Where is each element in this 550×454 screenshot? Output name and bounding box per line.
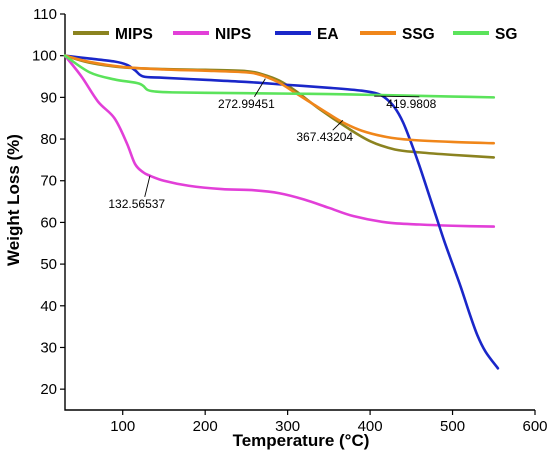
series-line-sg: [63, 54, 496, 99]
y-tick-label: 20: [40, 381, 57, 398]
y-tick-label: 90: [40, 89, 57, 106]
y-axis-ticks: 20 30 40 50 60 70 80 90 100 110: [32, 6, 65, 398]
x-tick-label: 100: [110, 418, 135, 435]
legend-label-mips: MIPS: [115, 26, 153, 43]
annotation-leader: [374, 95, 420, 98]
axis-frame: [64, 14, 535, 411]
annotation-label: 419.9808: [386, 97, 436, 111]
legend: MIPS NIPS EA SSG SG: [73, 26, 517, 43]
x-tick-label: 200: [193, 418, 218, 435]
series-line-ssg: [63, 54, 496, 145]
y-tick-label: 100: [32, 48, 57, 65]
y-tick-label: 70: [40, 173, 57, 190]
x-tick-label: 600: [522, 418, 547, 435]
annotations: 132.56537 272.99451 367.43204 419.9808: [108, 78, 437, 211]
y-tick-label: 60: [40, 214, 57, 231]
legend-label-sg: SG: [495, 26, 517, 43]
annotation-label: 367.43204: [296, 130, 353, 144]
y-tick-label: 50: [40, 256, 57, 273]
legend-label-ea: EA: [317, 26, 339, 43]
annotation-leader: [144, 175, 151, 197]
legend-label-nips: NIPS: [215, 26, 251, 43]
annotation-label: 272.99451: [218, 97, 275, 111]
y-axis-title: Weight Loss (%): [4, 134, 23, 266]
x-axis-title: Temperature (°C): [233, 431, 370, 450]
annotation-leader: [254, 78, 266, 98]
x-tick-label: 500: [440, 418, 465, 435]
annotation-leader: [332, 119, 344, 131]
axes: [64, 14, 535, 411]
y-tick-label: 30: [40, 339, 57, 356]
series-line-nips: [63, 54, 496, 228]
y-tick-label: 110: [33, 6, 57, 23]
series-lines: [63, 54, 500, 370]
series-line-ea: [63, 54, 500, 370]
x-axis-ticks: 100 200 300 400 500 600: [110, 410, 548, 435]
legend-label-ssg: SSG: [402, 26, 435, 43]
x-tick-label: 400: [358, 418, 383, 435]
annotation-label: 132.56537: [108, 197, 165, 211]
y-tick-label: 40: [40, 298, 57, 315]
y-tick-label: 80: [40, 131, 57, 148]
x-tick-label: 300: [275, 418, 300, 435]
